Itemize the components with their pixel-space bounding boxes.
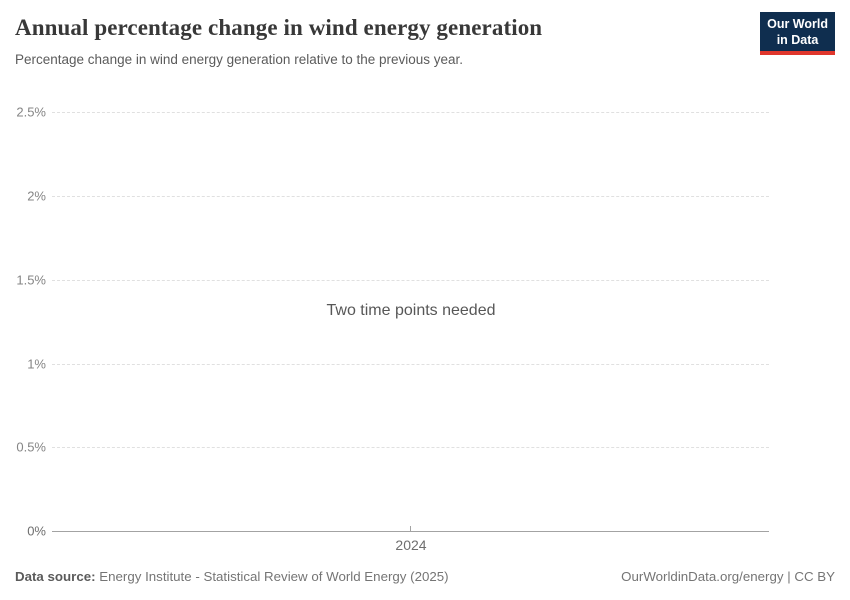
owid-logo[interactable]: Our World in Data [760, 12, 835, 56]
x-axis-tick-label: 2024 [395, 537, 427, 553]
empty-chart-message: Two time points needed [326, 302, 496, 319]
y-axis-tick-label: 1% [27, 356, 46, 372]
gridline [52, 196, 769, 197]
owid-logo-line1: Our World [767, 17, 828, 31]
gridline [52, 447, 769, 448]
x-axis-tick-mark [410, 526, 411, 531]
owid-logo-line2: in Data [776, 32, 819, 47]
data-source-label: Data source: [15, 569, 96, 584]
data-source-text: Energy Institute - Statistical Review of… [95, 569, 449, 584]
gridline [52, 364, 769, 365]
gridline [52, 112, 769, 113]
owid-url-license-link[interactable]: OurWorldinData.org/energy | CC BY [621, 569, 835, 584]
y-axis-tick-label: 1.5% [16, 272, 46, 288]
y-axis-tick-label: 0.5% [16, 439, 46, 455]
chart-subtitle: Percentage change in wind energy generat… [15, 52, 464, 67]
data-source-note: Data source: Energy Institute - Statisti… [15, 569, 449, 584]
y-axis-tick-label: 0% [27, 523, 46, 539]
y-axis-tick-label: 2% [27, 188, 46, 204]
y-axis-tick-label: 2.5% [16, 104, 46, 120]
gridline [52, 280, 769, 281]
page-title: Annual percentage change in wind energy … [15, 15, 543, 40]
x-axis-line [52, 531, 769, 532]
